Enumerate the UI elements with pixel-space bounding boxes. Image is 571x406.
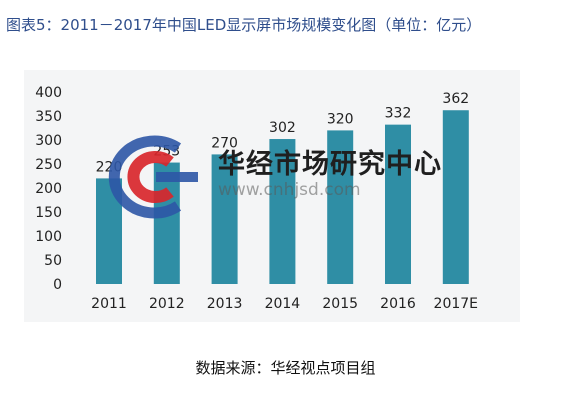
bars bbox=[96, 110, 469, 285]
data-label-2014: 302 bbox=[269, 120, 296, 136]
x-tick-label: 2017E bbox=[434, 296, 478, 312]
bar-2013 bbox=[211, 154, 238, 284]
x-tick-label: 2015 bbox=[322, 296, 358, 312]
y-tick-label: 50 bbox=[44, 253, 62, 269]
y-tick-label: 400 bbox=[35, 85, 62, 101]
y-tick-label: 300 bbox=[35, 133, 62, 149]
data-label-2016: 332 bbox=[385, 106, 412, 122]
bar-2012 bbox=[153, 162, 180, 284]
x-tick-label: 2013 bbox=[207, 296, 243, 312]
y-tick-label: 150 bbox=[35, 205, 62, 221]
x-tick-label: 2012 bbox=[149, 296, 185, 312]
x-tick-label: 2011 bbox=[91, 296, 127, 312]
watermark-url: www.cnhjsd.com bbox=[218, 180, 361, 200]
y-tick-label: 350 bbox=[35, 109, 62, 125]
x-tick-label: 2016 bbox=[380, 296, 416, 312]
bar-2016 bbox=[385, 124, 411, 284]
data-label-2015: 320 bbox=[327, 111, 354, 127]
x-axis-ticks: 2011 2012 2013 2014 2015 2016 2017E bbox=[91, 296, 478, 312]
x-tick-label: 2014 bbox=[265, 296, 301, 312]
watermark-name: 华经市场研究中心 bbox=[218, 149, 442, 180]
chart-title: 图表5：2011－2017年中国LED显示屏市场规模变化图（单位：亿元） bbox=[6, 16, 482, 34]
y-tick-label: 100 bbox=[35, 229, 62, 245]
data-label-2017E: 362 bbox=[442, 91, 469, 107]
bar-2015 bbox=[327, 130, 354, 284]
y-axis-ticks: 0 50 100 150 200 250 300 350 400 bbox=[35, 85, 62, 293]
data-label-2013: 270 bbox=[211, 135, 238, 151]
y-tick-label: 250 bbox=[35, 157, 62, 173]
source-note: 数据来源：华经视点项目组 bbox=[195, 359, 376, 377]
bar-2017E bbox=[442, 110, 469, 285]
y-tick-label: 200 bbox=[35, 181, 62, 197]
bar-2014 bbox=[269, 139, 296, 284]
company-logo bbox=[108, 135, 198, 219]
y-tick-label: 0 bbox=[53, 277, 62, 293]
